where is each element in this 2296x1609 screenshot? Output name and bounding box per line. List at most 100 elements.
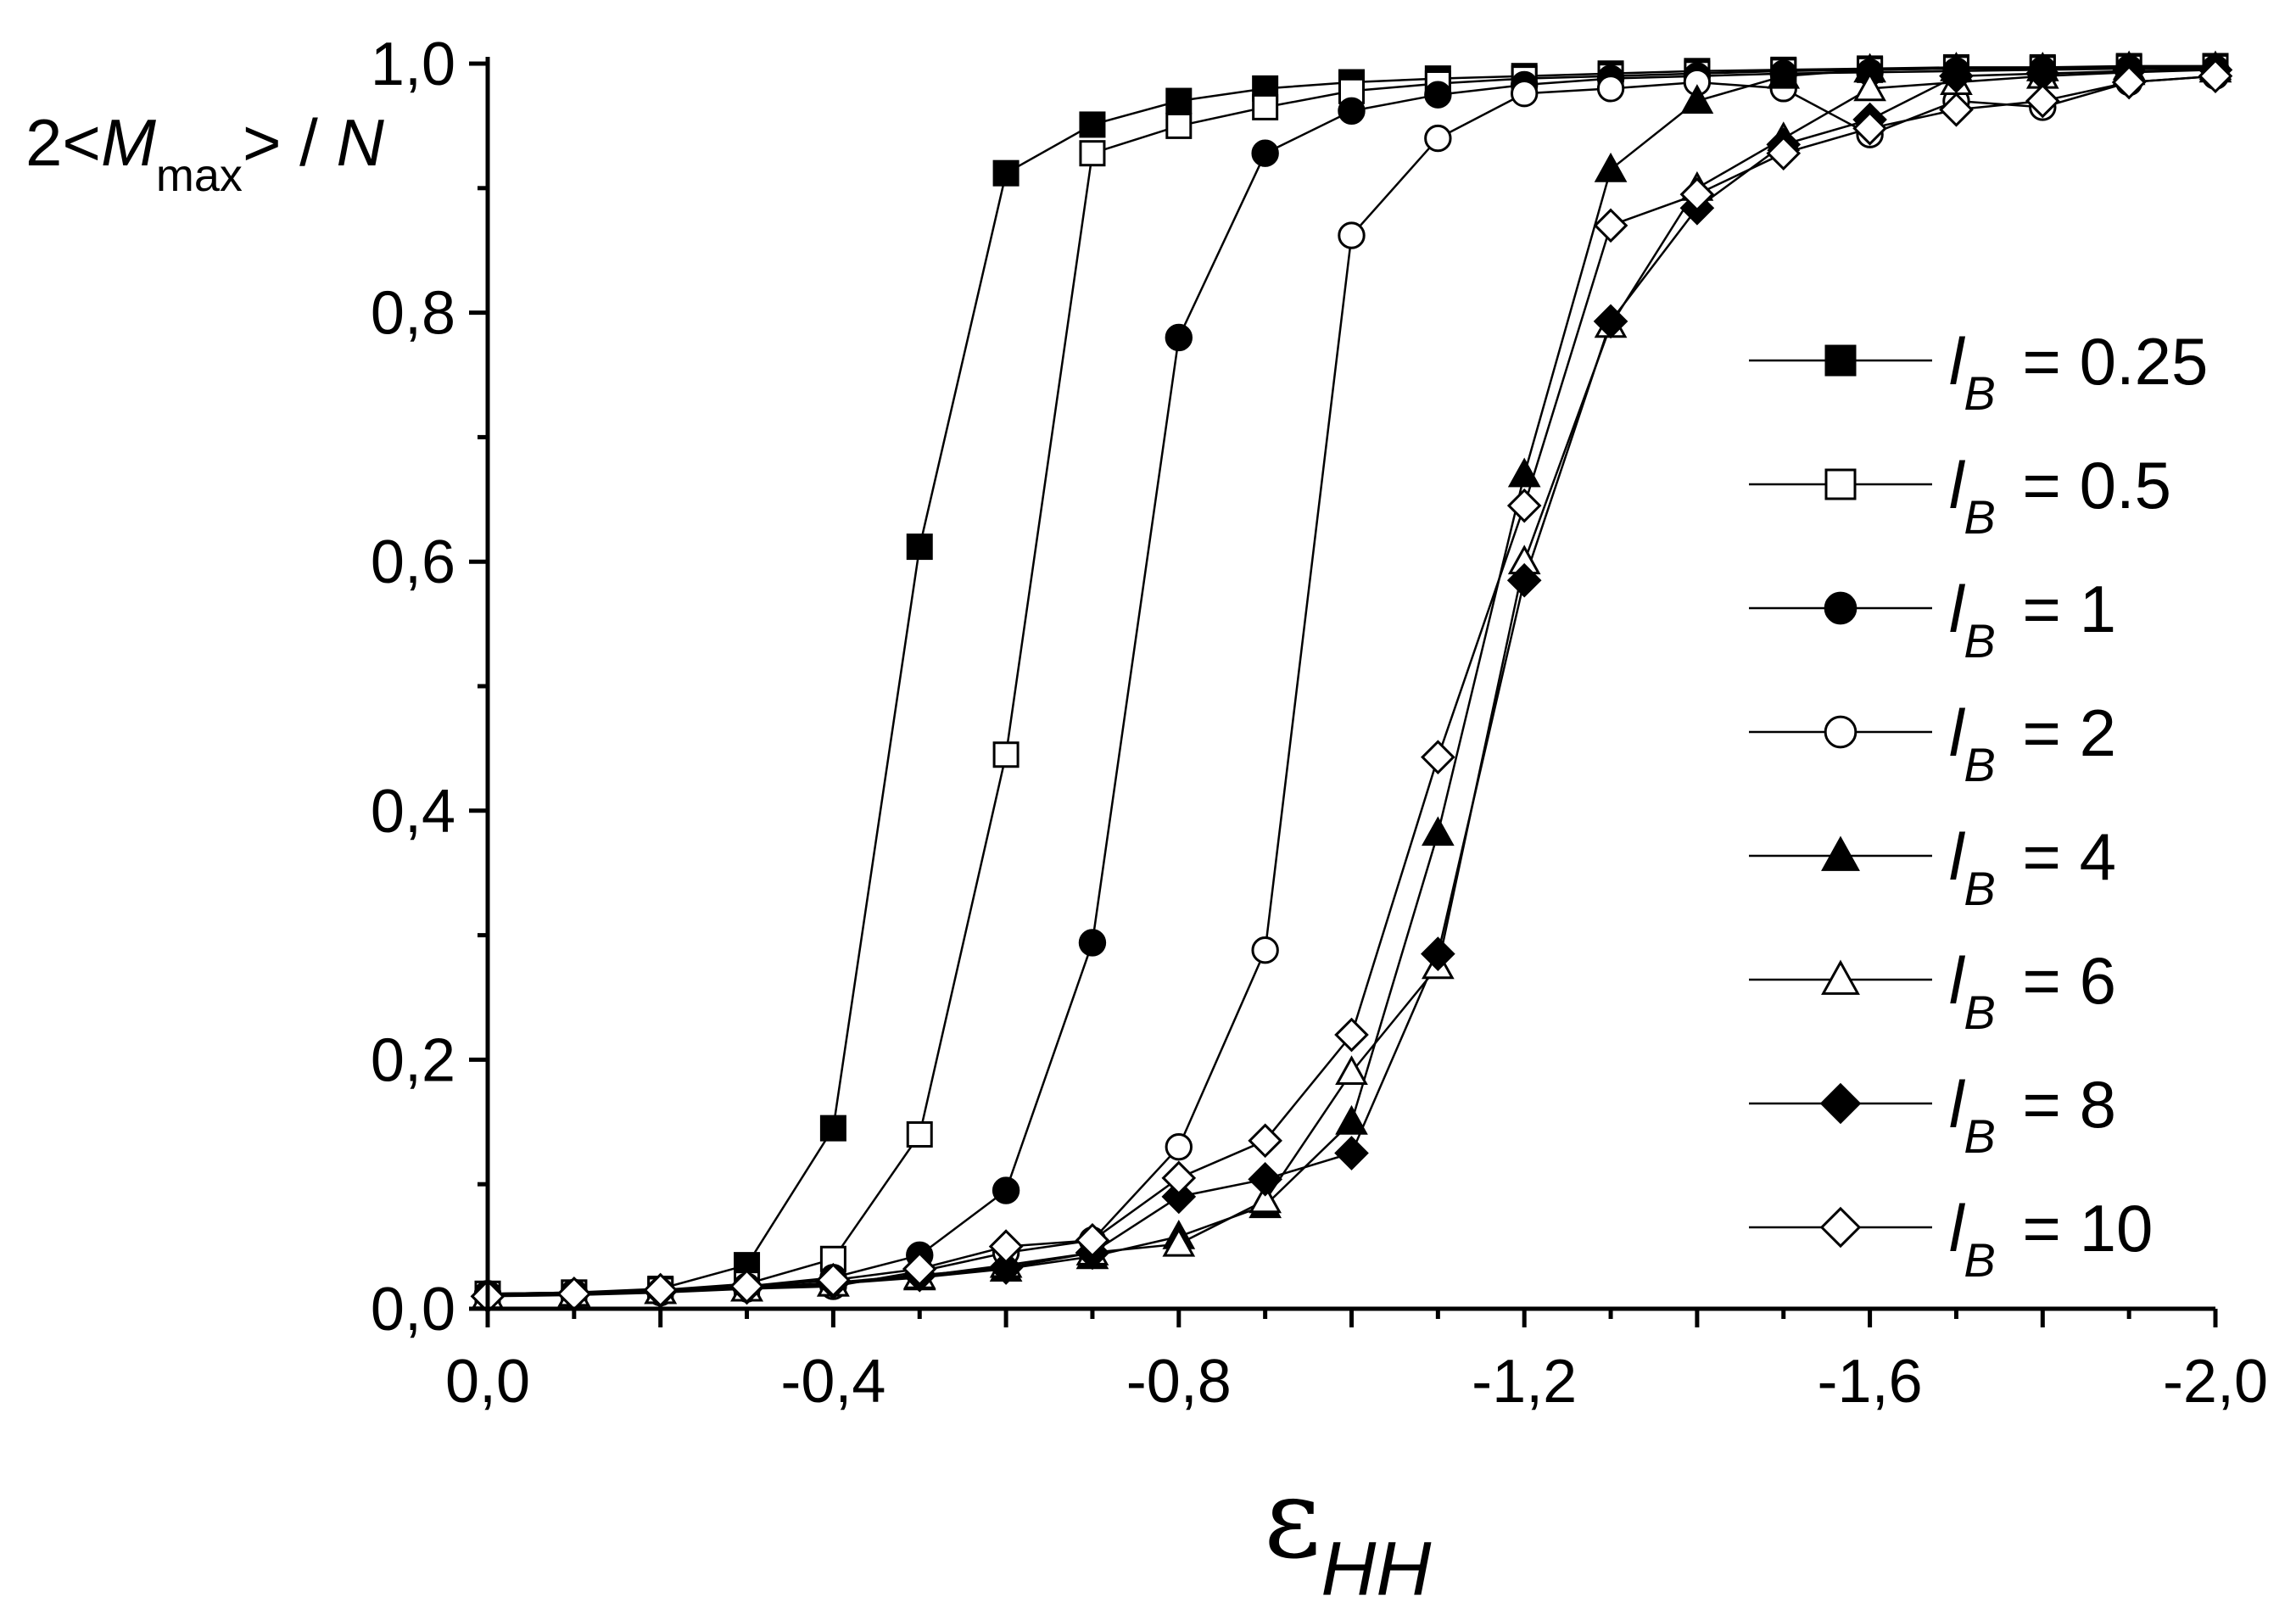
data-point (1161, 1160, 1197, 1196)
data-point (729, 1269, 764, 1304)
x-tick-label: 0,0 (445, 1348, 530, 1416)
data-point (906, 1120, 933, 1148)
data-point (1852, 111, 1887, 146)
data-point (1594, 152, 1628, 182)
data-point (902, 1251, 937, 1287)
legend-entry: lB = 0.25 (1749, 324, 2208, 420)
x-tick-label: -0,8 (1126, 1348, 1232, 1416)
legend-marker (1824, 715, 1857, 749)
data-point (1507, 457, 1541, 488)
legend: lB = 0.25 lB = 0.5 lB = 1 lB = 2 lB = 4 lB = … (1749, 324, 2208, 1287)
legend-label: lB = 8 (1949, 1067, 2116, 1163)
x-axis-label: εHH (1264, 1454, 1432, 1609)
legend-label: lB = 4 (1949, 819, 2116, 915)
legend-entry: lB = 2 (1749, 696, 2116, 791)
data-point (1767, 59, 1801, 89)
legend-entry: lB = 1 (1749, 572, 2116, 668)
series-8-points (470, 59, 2233, 1314)
data-point (1939, 59, 1974, 94)
data-point (1424, 124, 1452, 153)
data-point (1424, 81, 1452, 109)
legend-marker (1819, 1206, 1862, 1249)
y-tick-label: 0,8 (371, 280, 455, 348)
data-point (1939, 92, 1974, 127)
data-point (1252, 93, 1279, 120)
y-tick-label: 0,2 (371, 1026, 455, 1094)
x-tick-label: -1,6 (1818, 1348, 1923, 1416)
data-point (1766, 136, 1802, 171)
legend-marker (1824, 591, 1857, 625)
x-tick-label: -2,0 (2163, 1348, 2268, 1416)
legend-marker (1821, 835, 1860, 871)
data-point (1248, 1162, 1282, 1197)
data-point (1075, 1222, 1110, 1258)
data-point (643, 1272, 679, 1308)
data-point (1511, 80, 1539, 108)
data-point (1421, 740, 1455, 774)
legend-marker (1824, 468, 1857, 500)
data-point (1334, 1136, 1369, 1170)
legend-entry: lB = 0.5 (1749, 448, 2171, 544)
data-point (1251, 139, 1279, 167)
data-point (988, 1250, 1024, 1285)
ticks: 0,0 0,2 0,4 0,6 0,8 1,0 0,0 -0,4 -0,8 -1,2 -1,6 -2,… (371, 31, 2268, 1416)
data-point (2198, 59, 2233, 94)
data-point (1506, 562, 1542, 598)
data-point (1853, 71, 1886, 102)
data-point (1165, 323, 1193, 352)
data-point (1079, 140, 1106, 167)
legend-marker (1824, 344, 1857, 377)
data-point (1251, 936, 1279, 964)
legend-label: lB = 6 (1949, 943, 2116, 1039)
x-tick-label: -0,4 (780, 1348, 885, 1416)
data-point (1338, 97, 1366, 125)
y-tick-label: 0,6 (371, 528, 455, 596)
data-point (1162, 1226, 1196, 1257)
legend-label: lB = 10 (1949, 1191, 2153, 1287)
data-point (1165, 112, 1193, 139)
legend-label: lB = 0.5 (1949, 448, 2171, 544)
data-point (988, 1229, 1024, 1264)
y-axis-label: 2<Mmax> / N (25, 105, 385, 201)
y-tick-label: 0,0 (371, 1276, 455, 1344)
data-point (1338, 221, 1366, 249)
data-point (1248, 1123, 1282, 1159)
legend-entry: lB = 8 (1749, 1067, 2116, 1163)
data-point (1593, 304, 1628, 339)
legend-marker (1821, 959, 1860, 995)
data-point (1421, 936, 1455, 971)
data-point (819, 1115, 846, 1142)
data-point (1165, 1132, 1193, 1161)
data-point (992, 159, 1020, 187)
data-point (1165, 87, 1193, 115)
data-point (1249, 1183, 1282, 1214)
data-point (1680, 84, 1714, 114)
data-point (1161, 1179, 1197, 1215)
y-tick-label: 0,4 (371, 778, 455, 846)
data-point (1078, 929, 1107, 957)
x-tick-label: -1,2 (1472, 1348, 1577, 1416)
data-point (1679, 176, 1715, 212)
legend-entry: lB = 4 (1749, 819, 2116, 915)
y-tick-label: 1,0 (371, 31, 455, 98)
data-point (992, 1176, 1020, 1204)
data-point (906, 534, 933, 561)
data-point (1079, 111, 1106, 138)
data-point (2025, 83, 2060, 119)
legend-label: lB = 1 (1949, 572, 2116, 668)
data-point (1596, 75, 1625, 103)
axis-labels: 2<Mmax> / N εHH (25, 105, 1432, 1609)
data-point (1335, 1055, 1368, 1086)
legend-label: lB = 2 (1949, 696, 2116, 791)
data-point (992, 741, 1020, 768)
legend-entry: lB = 6 (1749, 943, 2116, 1039)
data-point (816, 1262, 851, 1298)
data-point (1335, 1104, 1368, 1135)
legend-entry: lB = 10 (1749, 1191, 2153, 1287)
legend-marker (1819, 1082, 1862, 1125)
legend-label: lB = 0.25 (1949, 324, 2208, 420)
data-point (1422, 816, 1455, 846)
data-point (1593, 208, 1628, 243)
data-point (2111, 64, 2147, 100)
